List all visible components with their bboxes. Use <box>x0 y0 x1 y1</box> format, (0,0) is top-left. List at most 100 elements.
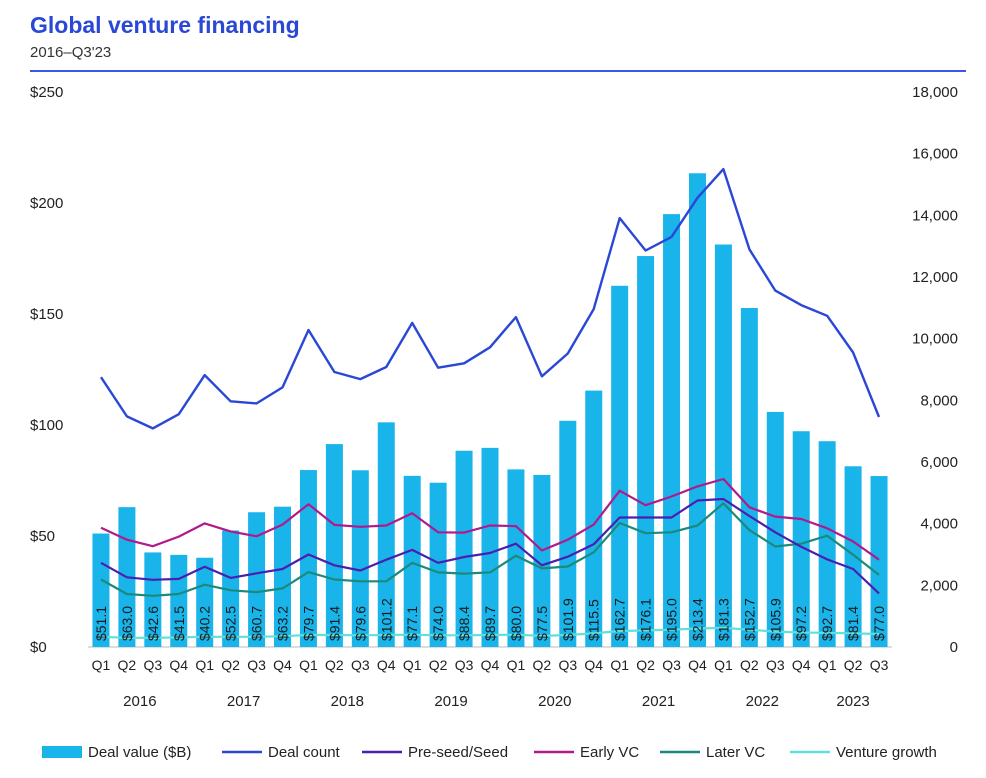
deal-value-label: $77.0 <box>871 606 887 641</box>
deal-value-label: $63.2 <box>275 606 291 641</box>
legend-label: Deal value ($B) <box>88 744 191 761</box>
quarter-label: Q1 <box>92 657 111 673</box>
deal-value-bar <box>299 470 317 647</box>
deal-value-label: $51.1 <box>93 606 109 641</box>
right-axis-tick-label: 4,000 <box>920 516 958 533</box>
left-axis-tick-label: $50 <box>30 528 55 545</box>
quarter-label: Q4 <box>169 657 188 673</box>
deal-value-label: $89.7 <box>482 606 498 641</box>
quarter-label: Q2 <box>740 657 759 673</box>
quarter-label: Q1 <box>818 657 837 673</box>
deal-value-bar <box>844 466 862 647</box>
left-axis-tick-label: $200 <box>30 195 63 212</box>
deal-value-bar <box>559 420 577 647</box>
deal-value-label: $115.5 <box>586 599 602 641</box>
deal-value-bar <box>740 308 758 647</box>
right-axis-tick-label: 18,000 <box>912 84 958 101</box>
quarter-label: Q3 <box>455 657 474 673</box>
series-line-deal-count <box>99 167 881 430</box>
deal-value-bar <box>144 552 162 647</box>
deal-value-label: $74.0 <box>430 606 446 641</box>
quarter-label: Q4 <box>377 657 396 673</box>
deal-value-bar <box>714 244 732 648</box>
deal-value-label: $79.6 <box>352 606 368 641</box>
legend-label: Early VC <box>580 744 639 761</box>
legend-swatch-deal-value <box>42 746 82 758</box>
year-label: 2018 <box>331 693 364 710</box>
left-axis-tick-label: $100 <box>30 417 63 434</box>
deal-value-label: $176.1 <box>638 598 654 641</box>
deal-value-bar <box>92 533 110 647</box>
deal-value-bar <box>792 431 810 647</box>
deal-value-label: $101.9 <box>560 598 576 641</box>
quarter-label: Q1 <box>403 657 422 673</box>
deal-value-bar <box>637 256 655 647</box>
deal-value-bar <box>766 411 784 647</box>
deal-value-label: $40.2 <box>197 606 213 641</box>
deal-value-bar <box>325 444 343 647</box>
deal-value-bar <box>377 422 395 647</box>
left-axis-tick-label: $250 <box>30 84 63 101</box>
deal-value-label: $162.7 <box>612 598 628 641</box>
quarter-label: Q2 <box>429 657 448 673</box>
deal-value-bar <box>196 557 214 647</box>
deal-value-bar <box>585 390 603 647</box>
quarter-label: Q4 <box>688 657 707 673</box>
legend-label: Deal count <box>268 744 341 761</box>
deal-value-label: $60.7 <box>249 606 265 641</box>
deal-value-bar <box>222 530 240 647</box>
deal-value-label: $91.4 <box>326 606 342 641</box>
left-axis-tick-label: $150 <box>30 306 63 323</box>
series-line-pre-seed-seed <box>100 497 880 595</box>
deal-value-label: $152.7 <box>741 598 757 641</box>
right-axis-tick-label: 6,000 <box>920 454 958 471</box>
deal-value-bar <box>274 506 292 647</box>
quarter-label: Q2 <box>636 657 655 673</box>
quarter-label: Q2 <box>221 657 240 673</box>
quarter-label: Q3 <box>662 657 681 673</box>
quarter-label: Q1 <box>195 657 214 673</box>
chart-subtitle: 2016–Q3'23 <box>30 44 112 61</box>
quarter-label: Q3 <box>558 657 577 673</box>
series-line-later-vc <box>100 502 880 597</box>
year-label: 2021 <box>642 693 675 710</box>
deal-value-label: $92.7 <box>819 606 835 641</box>
right-axis-tick-label: 2,000 <box>920 577 958 594</box>
deal-value-label: $77.5 <box>534 606 550 641</box>
right-axis-tick-label: 10,000 <box>912 331 958 348</box>
deal-value-label: $181.3 <box>715 598 731 641</box>
deal-value-label: $81.4 <box>845 606 861 641</box>
quarter-label: Q3 <box>143 657 162 673</box>
quarter-label: Q1 <box>714 657 733 673</box>
deal-value-bar <box>663 214 681 647</box>
quarter-label: Q4 <box>792 657 811 673</box>
year-label: 2022 <box>746 693 779 710</box>
quarter-label: Q1 <box>610 657 629 673</box>
deal-value-bar <box>507 469 525 647</box>
legend-label: Pre-seed/Seed <box>408 744 508 761</box>
deal-value-label: $105.9 <box>767 598 783 641</box>
right-axis-tick-label: 14,000 <box>912 207 958 224</box>
legend-label: Venture growth <box>836 744 937 761</box>
quarter-label: Q2 <box>118 657 137 673</box>
series-line-venture-growth <box>100 626 880 639</box>
right-axis-tick-label: 0 <box>950 639 958 656</box>
deal-value-bar <box>533 474 551 647</box>
quarter-label: Q2 <box>533 657 552 673</box>
quarter-label: Q2 <box>844 657 863 673</box>
quarter-label: Q3 <box>247 657 266 673</box>
deal-value-label: $42.6 <box>145 606 161 641</box>
deal-value-bar <box>818 441 836 647</box>
series-line-early-vc <box>100 477 880 561</box>
title-divider <box>30 70 966 72</box>
deal-value-bar <box>429 482 447 647</box>
quarter-label: Q2 <box>325 657 344 673</box>
chart-title: Global venture financing <box>30 12 300 38</box>
deal-value-bar <box>455 450 473 647</box>
quarter-label: Q1 <box>507 657 526 673</box>
deal-value-label: $41.5 <box>171 606 187 641</box>
year-label: 2019 <box>434 693 467 710</box>
quarter-label: Q4 <box>481 657 500 673</box>
year-label: 2017 <box>227 693 260 710</box>
deal-value-label: $63.0 <box>119 606 135 641</box>
